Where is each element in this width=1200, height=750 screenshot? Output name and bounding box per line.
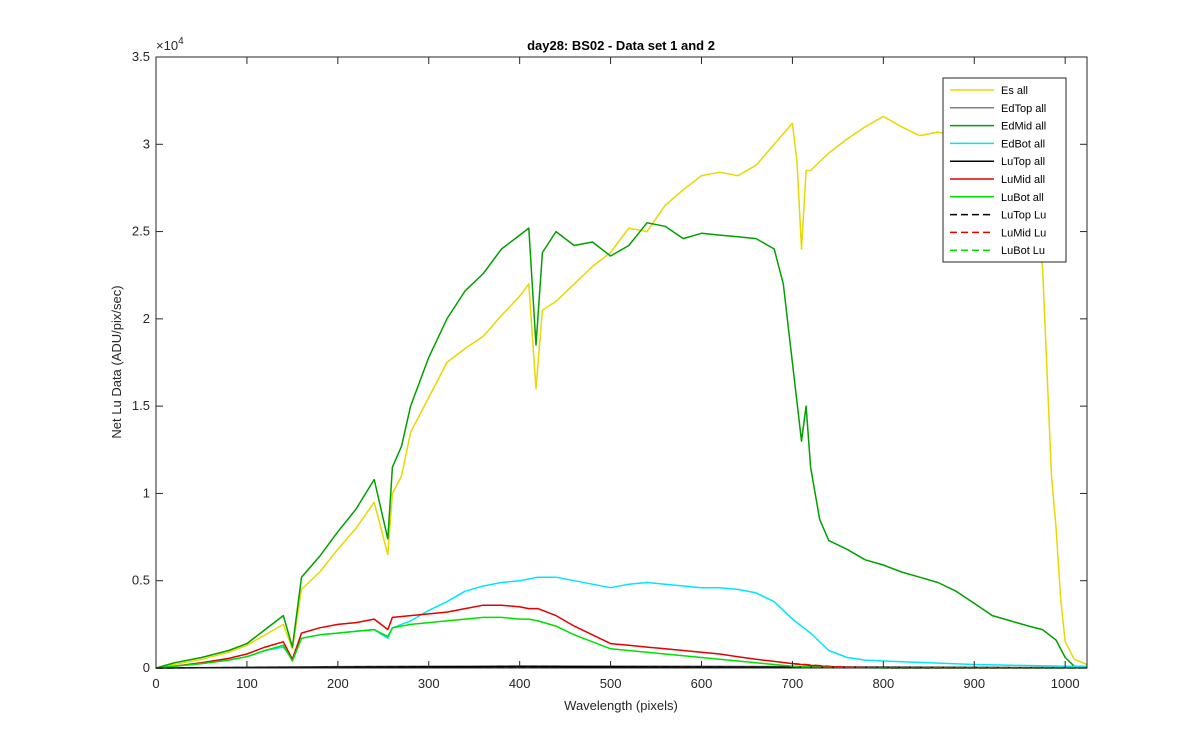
y-tick-label: 0	[143, 660, 150, 675]
x-axis: 0 100 200 300 400 500 600 700 800 900 1000	[152, 57, 1080, 691]
y-tick-label: 2	[143, 311, 150, 326]
legend-box	[942, 77, 1067, 263]
legend-label: LuBot Lu	[1001, 245, 1045, 257]
legend-label: EdMid all	[1001, 121, 1046, 133]
y-tick-label: 1.5	[132, 398, 150, 413]
y-exponent-label: ×104	[156, 36, 184, 53]
y-exponent-power: 4	[178, 36, 184, 47]
x-tick-label: 600	[691, 676, 713, 691]
chart-title: day28: BS02 - Data set 1 and 2	[527, 38, 715, 53]
y-tick-label: 2.5	[132, 224, 150, 239]
y-tick-label: 1	[143, 485, 150, 500]
series-line	[155, 222, 1088, 669]
x-tick-label: 300	[418, 676, 440, 691]
legend: Es all EdTop all EdMid all EdBot all LuTop a…	[942, 77, 1067, 263]
legend-label: LuMid Lu	[1001, 227, 1046, 239]
x-tick-label: 1000	[1051, 676, 1080, 691]
x-axis-title: Wavelength (pixels)	[564, 698, 678, 713]
y-exponent-base: ×10	[156, 38, 178, 53]
legend-label: EdTop all	[1001, 103, 1046, 115]
legend-label: LuBot all	[1001, 192, 1044, 204]
x-tick-label: 800	[872, 676, 894, 691]
y-axis-title: Net Lu Data (ADU/pix/sec)	[109, 285, 124, 438]
x-tick-label: 900	[963, 676, 985, 691]
legend-label: LuTop all	[1001, 156, 1045, 168]
x-tick-label: 400	[509, 676, 531, 691]
x-tick-label: 700	[782, 676, 804, 691]
legend-label: LuTop Lu	[1001, 210, 1046, 222]
plot-frame	[155, 56, 1088, 669]
legend-label: EdBot all	[1001, 138, 1045, 150]
x-tick-label: 0	[152, 676, 159, 691]
x-tick-label: 200	[327, 676, 349, 691]
x-tick-label: 500	[600, 676, 622, 691]
y-tick-label: 0.5	[132, 573, 150, 588]
y-axis: 0 0.5 1 1.5 2 2.5 3 3.5	[132, 49, 1087, 675]
legend-label: Es all	[1001, 85, 1028, 97]
y-tick-label: 3	[143, 136, 150, 151]
legend-label: LuMid all	[1001, 174, 1045, 186]
y-tick-label: 3.5	[132, 49, 150, 64]
x-tick-label: 100	[236, 676, 258, 691]
